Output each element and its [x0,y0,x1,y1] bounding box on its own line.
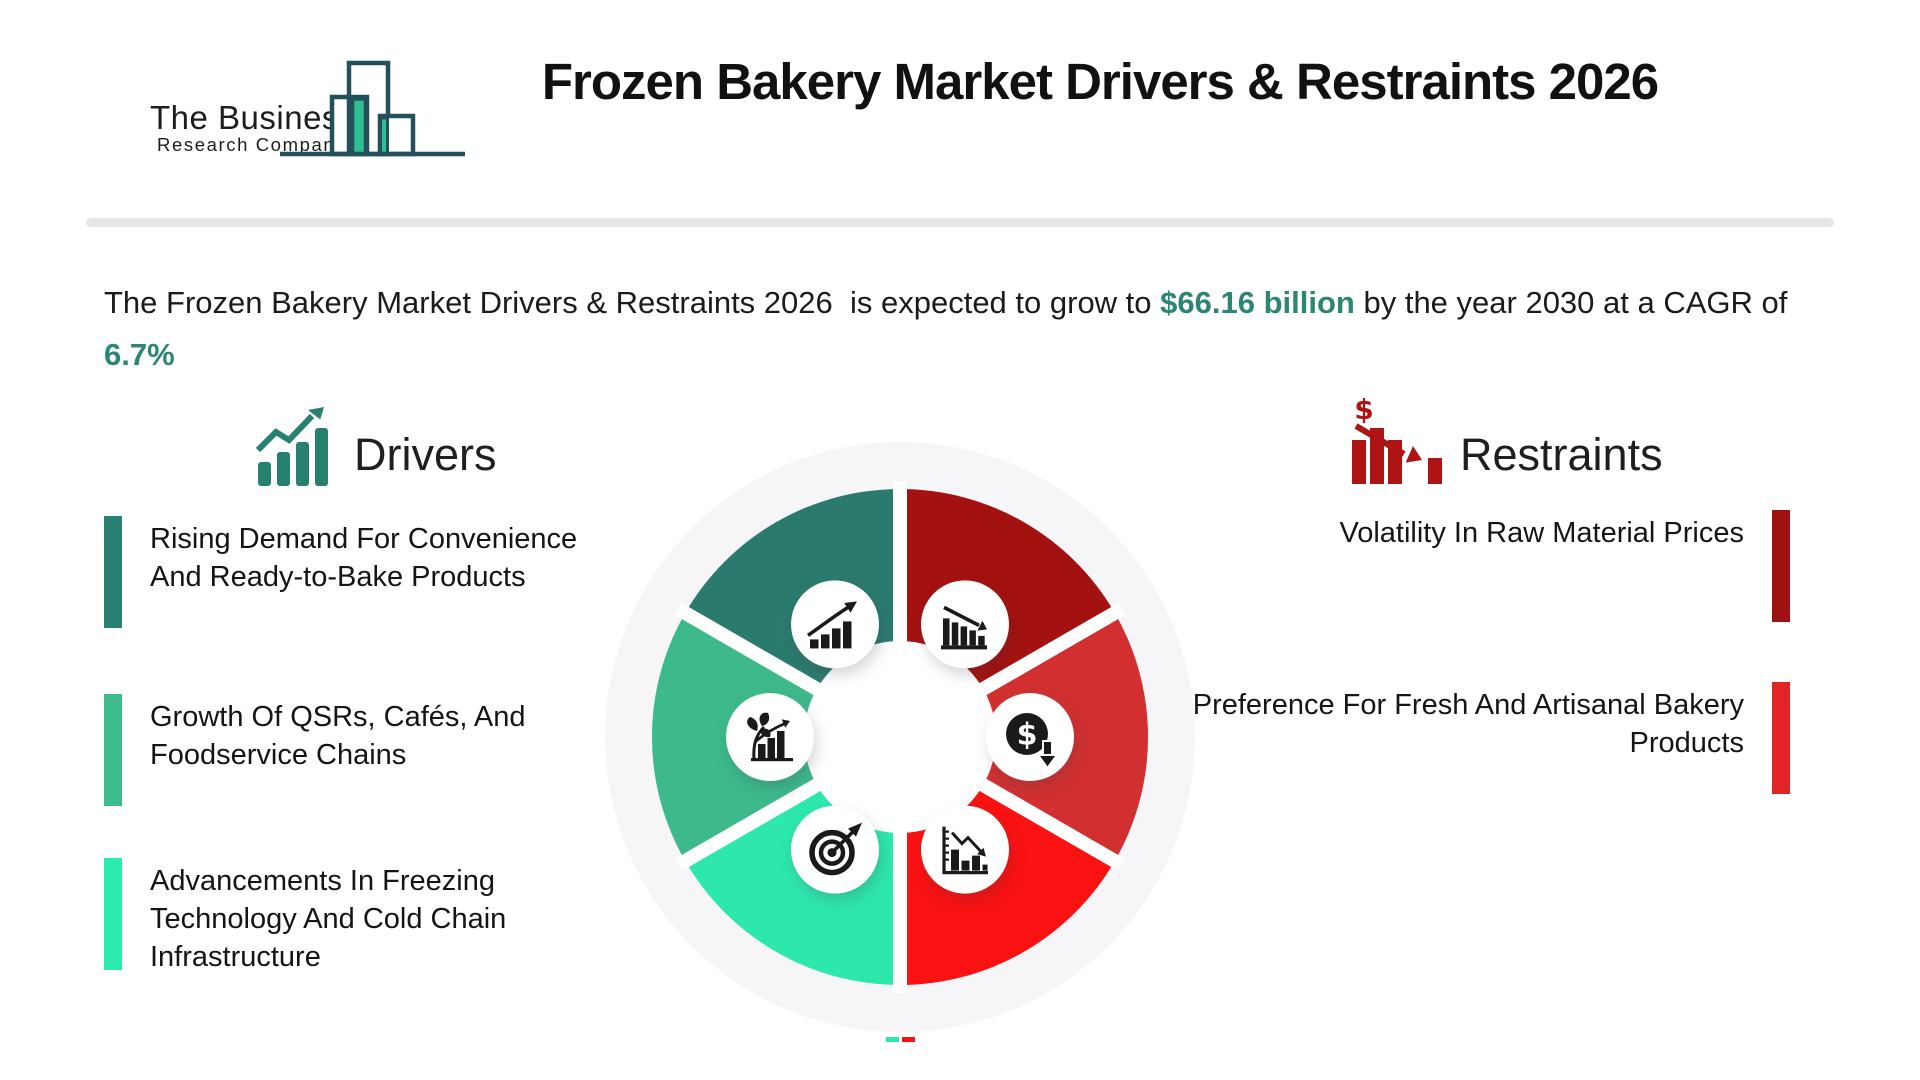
restraint-text: Preference For Fresh And Artisanal Baker… [1192,689,1744,759]
restraint-item: Preference For Fresh And Artisanal Baker… [1184,682,1790,794]
restraint-accent-bar [1772,510,1790,622]
mini-mark-red [902,1037,915,1042]
summary-text: The Frozen Bakery Market Drivers & Restr… [104,277,1854,381]
driver-item: Rising Demand For Convenience And Ready-… [104,516,630,628]
summary-part1: The Frozen Bakery Market Drivers & Restr… [104,285,1161,320]
driver-item: Growth Of QSRs, Cafés, And Foodservice C… [104,694,570,806]
growth-chart-icon [791,580,879,669]
driver-text: Advancements In Freezing Technology And … [150,865,507,973]
summary-part2: by the year 2030 at a CAGR of [1354,285,1796,320]
driver-item: Advancements In Freezing Technology And … [104,858,550,976]
drivers-heading: Drivers [354,429,497,480]
restraint-item: Volatility In Raw Material Prices [1184,510,1790,622]
driver-text: Rising Demand For Convenience And Ready-… [150,523,578,593]
mini-mark-green [886,1037,899,1042]
restraints-heading: Restraints [1460,429,1663,480]
drivers-restraints-wheel: $ [605,442,1195,1032]
svg-text:$: $ [1017,718,1038,753]
bottom-mini-mark [886,1037,915,1042]
svg-text:$: $ [1354,396,1373,426]
driver-accent-bar [104,858,122,970]
driver-accent-bar [104,516,122,628]
declining-bars-dollar-icon: $ [1352,396,1442,484]
divider [86,218,1834,227]
restraint-text: Volatility In Raw Material Prices [1339,517,1744,549]
wheel-center [804,641,996,833]
plant-growth-icon [726,693,814,781]
growth-bars-arrow-icon [256,407,328,486]
page-title: Frozen Bakery Market Drivers & Restraint… [541,53,1659,110]
driver-accent-bar [104,694,122,806]
logo-title: The Business [150,99,356,136]
declining-line-chart-icon [921,805,1009,894]
market-value: $66.16 billion [1160,285,1355,320]
driver-text: Growth Of QSRs, Cafés, And Foodservice C… [150,701,526,771]
company-logo-bars-icon [280,60,465,157]
target-icon [791,805,879,894]
declining-bars-icon [921,580,1009,669]
dollar-decline-icon: $ [986,693,1074,781]
restraint-accent-bar [1772,682,1790,794]
logo-subtitle: Research Company [157,134,347,155]
cagr-value: 6.7% [104,337,175,372]
